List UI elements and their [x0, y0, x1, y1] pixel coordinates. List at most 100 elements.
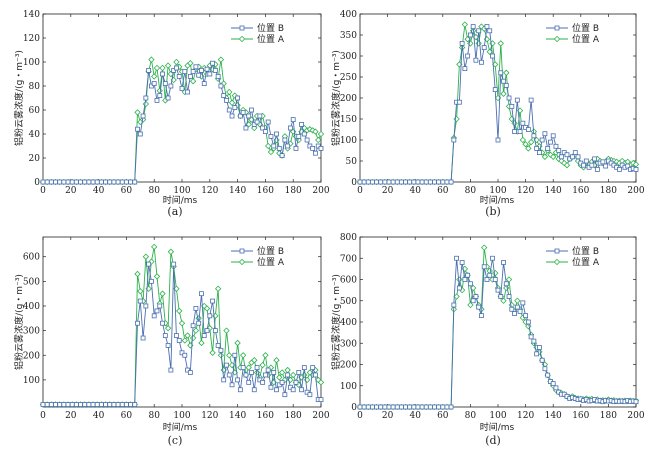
series-b-point	[600, 159, 606, 165]
series-b-point	[207, 313, 213, 319]
series-a-point	[214, 285, 222, 292]
series-b-point	[407, 404, 413, 410]
series-b-point	[361, 404, 367, 410]
x-tick-label: 20	[65, 411, 77, 421]
series-b-point	[542, 131, 548, 137]
y-tick-label: 400	[23, 302, 40, 312]
y-tick-label: 300	[23, 327, 40, 337]
series-b-point	[436, 404, 442, 410]
series-b-point	[498, 70, 504, 76]
x-tick-label: 20	[65, 186, 77, 196]
series-b-point	[187, 370, 193, 375]
series-b-point	[162, 333, 168, 338]
series-a-point	[184, 332, 191, 339]
series-b-point	[246, 113, 252, 119]
series-b-point	[262, 129, 268, 135]
series-b-point	[78, 179, 83, 185]
series-b-point	[262, 372, 268, 378]
x-tick-label: 180	[600, 411, 617, 421]
x-tick-label: 120	[201, 186, 218, 196]
series-b-point	[419, 179, 425, 185]
series-b-point	[182, 69, 188, 74]
series-b-point	[296, 133, 302, 139]
series-b-point	[240, 365, 246, 370]
series-a-point	[558, 157, 565, 165]
series-b-point	[545, 145, 551, 151]
series-b-point	[176, 74, 182, 79]
series-a-point	[317, 379, 325, 386]
series-b-point	[299, 122, 304, 127]
series-a-point	[467, 40, 474, 47]
legend-label: 位置 B	[257, 22, 284, 34]
legend-marker-square	[554, 25, 560, 31]
panel-caption: (b)	[485, 205, 501, 218]
y-tick-label: 100	[23, 58, 40, 68]
series-b-point	[107, 179, 113, 185]
series-b-point	[119, 179, 125, 185]
legend-label: 位置 B	[572, 22, 599, 34]
series-a-point	[262, 352, 269, 359]
series-b-point	[313, 150, 318, 156]
x-tick-label: 160	[257, 411, 274, 421]
series-b-point	[149, 83, 154, 89]
y-tick-label: 400	[340, 10, 357, 20]
series-b-point	[162, 81, 168, 86]
x-tick-label: 200	[312, 411, 329, 421]
y-tick-label: 0	[34, 178, 40, 188]
series-b-point	[293, 379, 299, 385]
series-b-point	[232, 352, 238, 358]
y-tick-label: 300	[340, 52, 357, 62]
series-b-point	[456, 285, 462, 291]
series-b-point	[592, 156, 597, 162]
series-a-point	[284, 366, 291, 374]
series-b-point	[119, 402, 125, 407]
series-b-point	[481, 45, 487, 50]
series-a-point	[176, 307, 183, 315]
series-a-point	[273, 357, 280, 364]
series-b-point	[293, 145, 299, 151]
series-a-point	[198, 339, 205, 347]
y-tick-label: 300	[340, 339, 357, 349]
series-b-point	[82, 179, 88, 185]
series-b-point	[365, 179, 371, 185]
legend-marker-diamond	[238, 258, 246, 266]
series-b-point	[492, 87, 498, 92]
series-b-point	[40, 179, 46, 185]
series-b-point	[224, 362, 229, 368]
series-a-point	[151, 73, 158, 80]
series-b-point	[279, 153, 285, 159]
series-b-point	[260, 125, 266, 131]
series-b-point	[98, 402, 104, 407]
series-b-point	[456, 99, 462, 105]
series-b-point	[318, 397, 324, 403]
series-b-point	[290, 117, 296, 122]
series-b-point	[137, 131, 143, 137]
series-a-point	[192, 327, 200, 334]
series-b-point	[90, 179, 96, 185]
x-tick-label: 60	[437, 186, 449, 196]
series-a-point	[481, 244, 488, 251]
series-b-point	[378, 404, 384, 410]
y-tick-label: 50	[346, 157, 358, 167]
series-a-point	[511, 120, 518, 127]
series-b-point	[520, 120, 526, 126]
series-a-point	[278, 369, 286, 376]
series-b-point	[271, 143, 277, 149]
series-b-point	[537, 345, 542, 350]
series-a-point	[164, 324, 172, 332]
series-b-point	[633, 399, 639, 405]
series-b-point	[462, 277, 468, 282]
series-a-point	[497, 40, 504, 47]
series-b-point	[246, 379, 252, 385]
series-b-point	[171, 261, 177, 267]
x-axis-label: 时间/ms	[163, 194, 198, 206]
series-a-point	[153, 273, 161, 280]
series-a-point	[217, 56, 225, 63]
y-tick-label: 40	[29, 130, 41, 140]
series-b-point	[40, 402, 46, 407]
series-b-point	[268, 384, 274, 390]
series-b-point	[140, 113, 146, 119]
series-a-point	[142, 100, 150, 108]
x-tick-label: 160	[257, 186, 274, 196]
series-b-point	[274, 387, 279, 393]
